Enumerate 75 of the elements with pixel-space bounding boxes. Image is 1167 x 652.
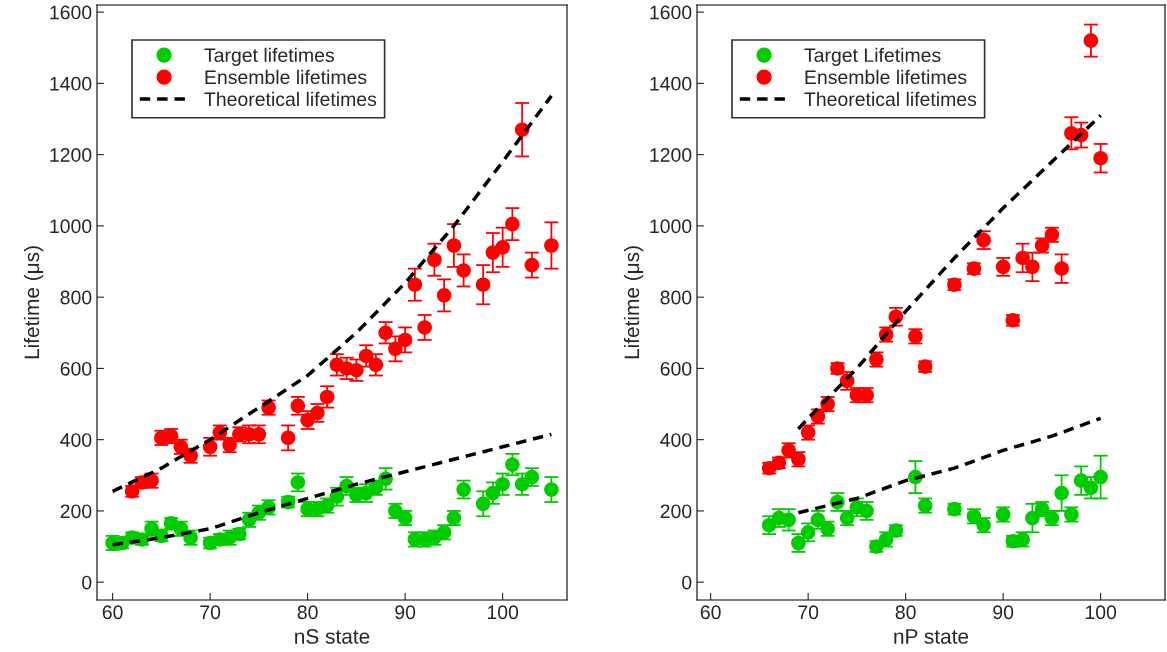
point <box>397 332 413 348</box>
point <box>407 277 423 292</box>
x-tick-label: 80 <box>297 605 318 620</box>
point <box>446 238 462 253</box>
y-tick-label: 600 <box>60 361 92 376</box>
y-tick-label: 1200 <box>650 148 692 162</box>
point <box>505 457 520 472</box>
point <box>280 430 296 446</box>
y-tick-label: 400 <box>660 433 692 447</box>
point <box>495 239 510 255</box>
point <box>1093 469 1108 485</box>
point <box>1025 510 1040 526</box>
y-axis-title: Lifetime (μs) <box>623 246 644 359</box>
point <box>319 389 335 405</box>
point <box>495 476 510 492</box>
x-tick-label: 100 <box>487 605 519 620</box>
y-tick-label: 1600 <box>650 5 692 20</box>
x-tick-label: 100 <box>1085 605 1117 620</box>
x-tick-label: 80 <box>895 605 916 620</box>
y-tick-label: 200 <box>660 504 692 519</box>
legend-label: Target lifetimes <box>204 47 334 66</box>
point <box>1083 480 1099 496</box>
point <box>475 496 491 512</box>
point <box>456 263 471 278</box>
point <box>544 238 559 253</box>
y-axis-title: Lifetime (μs) <box>23 246 44 359</box>
point <box>1015 250 1030 266</box>
legend-label: Target Lifetimes <box>804 47 941 66</box>
legend-label: Ensemble lifetimes <box>805 69 967 85</box>
y-tick-label: 800 <box>660 290 692 305</box>
y-tick-label: 1400 <box>650 76 692 91</box>
y-tick-label: 200 <box>60 504 92 519</box>
point <box>485 485 501 501</box>
x-axis-title: nP state <box>894 629 969 644</box>
x-tick-label: 60 <box>700 605 721 620</box>
line-series <box>796 416 1103 515</box>
point <box>1025 259 1040 275</box>
y-tick-label: 0 <box>82 575 92 590</box>
y-tick-label: 1200 <box>50 148 92 162</box>
y-tick-label: 600 <box>660 361 692 376</box>
point <box>388 341 403 357</box>
point <box>505 216 520 232</box>
x-tick-label: 70 <box>200 605 221 620</box>
legend-label: Theoretical lifetimes <box>804 91 977 107</box>
y-tick-label: 1400 <box>50 76 92 91</box>
point <box>436 288 452 303</box>
legend-label: Ensemble lifetimes <box>205 69 367 85</box>
point <box>378 325 393 341</box>
point <box>514 476 530 492</box>
point <box>1054 485 1069 501</box>
point <box>417 320 432 335</box>
x-tick-label: 60 <box>102 605 123 620</box>
x-tick-label: 70 <box>798 605 819 620</box>
y-tick-label: 0 <box>682 575 692 590</box>
point <box>368 357 384 373</box>
point <box>781 512 796 528</box>
y-tick-label: 800 <box>60 290 92 305</box>
y-tick-label: 1000 <box>50 219 92 234</box>
point <box>524 257 540 273</box>
point <box>544 482 559 497</box>
point <box>349 362 364 378</box>
point <box>358 348 374 364</box>
point <box>1073 473 1089 488</box>
point <box>1093 150 1108 166</box>
x-tick-label: 90 <box>395 605 416 620</box>
y-tick-label: 1600 <box>50 5 92 20</box>
y-tick-label: 1000 <box>650 219 692 234</box>
point <box>1054 261 1069 276</box>
x-axis-title: nS state <box>295 629 370 644</box>
point <box>1083 33 1099 48</box>
x-tick-label: 90 <box>993 605 1014 620</box>
y-tick-label: 400 <box>60 433 92 447</box>
legend-label: Theoretical lifetimes <box>204 91 377 107</box>
point <box>475 277 491 292</box>
point <box>427 252 442 268</box>
